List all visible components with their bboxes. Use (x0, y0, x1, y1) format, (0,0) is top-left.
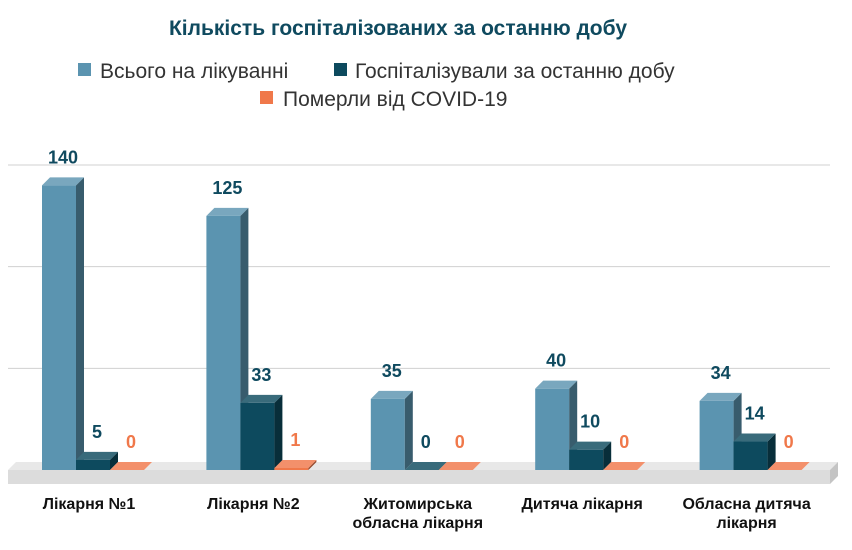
category-label: Дитяча лікарня (522, 496, 643, 513)
bar-front (535, 388, 570, 470)
floor-side (830, 462, 838, 484)
bar-front (370, 398, 405, 470)
category-labels: Лікарня №1 Лікарня №2 Житомирська обласна л… (43, 496, 811, 532)
bar-died (438, 462, 481, 470)
bar-top (603, 462, 646, 470)
category-label: Лікарня №2 (207, 496, 300, 513)
bar-top (274, 459, 317, 468)
bar-side (404, 390, 413, 470)
value-label-hospitalized: 0 (421, 432, 431, 452)
value-label-hospitalized: 33 (251, 365, 271, 385)
bar-top (206, 207, 249, 216)
legend-label-hospitalized: Госпіталізували за останню добу (355, 60, 675, 83)
bar-total (370, 390, 413, 470)
value-label-died: 0 (619, 432, 629, 452)
bar-top (733, 433, 776, 442)
bar-side (274, 394, 283, 470)
bar-hospitalized (733, 433, 776, 470)
bar-top (404, 462, 447, 470)
chart-title: Кількість госпіталізованих за останню до… (169, 17, 627, 40)
bar-top (42, 177, 84, 186)
bar-top (699, 392, 742, 401)
legend: Всього на лікуванні Госпіталізували за о… (78, 60, 675, 111)
bar-top (569, 441, 612, 450)
bar-died (110, 462, 152, 470)
bar-front (76, 459, 110, 470)
bar-top (370, 390, 413, 399)
bar-top (110, 462, 152, 470)
legend-item-hospitalized: Госпіталізували за останню добу (334, 60, 675, 83)
bar-front (206, 215, 241, 470)
bar-top (240, 394, 283, 403)
value-label-total: 140 (48, 147, 78, 167)
bar-top (767, 462, 810, 470)
bar-side (603, 441, 612, 470)
bar-front (274, 467, 309, 470)
category-label: обласна лікарня (353, 515, 484, 532)
category-label: лікарня (716, 515, 776, 532)
bar-top (76, 451, 118, 460)
bar-died (767, 462, 810, 470)
legend-swatch-total (78, 63, 91, 76)
bar-top (438, 462, 481, 470)
value-label-hospitalized: 5 (92, 422, 102, 442)
category-label: Житомирська (363, 496, 473, 513)
value-label-total: 125 (212, 178, 242, 198)
bar-hospitalized (76, 451, 118, 470)
value-label-total: 34 (711, 363, 731, 383)
bar-front (240, 402, 275, 470)
value-label-died: 1 (290, 430, 300, 450)
value-label-total: 35 (382, 361, 402, 381)
value-label-died: 0 (784, 432, 794, 452)
bar-side (76, 177, 84, 471)
gridlines (8, 164, 830, 369)
bar-top (535, 380, 578, 389)
legend-item-died: Померли від COVID-19 (260, 88, 507, 111)
bar-died (274, 459, 317, 470)
value-label-hospitalized: 14 (745, 404, 765, 424)
category-label: Лікарня №1 (43, 496, 136, 513)
bar-total (42, 177, 84, 471)
bar-front (42, 185, 76, 471)
category-label: Обласна дитяча (682, 496, 810, 513)
bar-side (767, 433, 776, 470)
legend-label-total: Всього на лікуванні (100, 60, 288, 83)
bar-hospitalized (404, 462, 447, 470)
bars (42, 177, 810, 471)
bar-side (110, 451, 118, 470)
value-label-died: 0 (126, 432, 136, 452)
value-label-hospitalized: 10 (580, 412, 600, 432)
value-label-total: 40 (546, 351, 566, 371)
bar-hospitalized (240, 394, 283, 470)
bar-side (308, 459, 317, 470)
bar-hospitalized (569, 441, 612, 470)
legend-swatch-died (260, 91, 273, 104)
bar-died (603, 462, 646, 470)
bar-front (569, 449, 604, 470)
value-label-died: 0 (455, 432, 465, 452)
legend-swatch-hospitalized (334, 63, 347, 76)
legend-label-died: Померли від COVID-19 (283, 88, 507, 111)
floor-front (8, 470, 830, 484)
bar-front (699, 400, 734, 470)
bar-front (733, 441, 768, 470)
legend-item-total: Всього на лікуванні (78, 60, 288, 83)
